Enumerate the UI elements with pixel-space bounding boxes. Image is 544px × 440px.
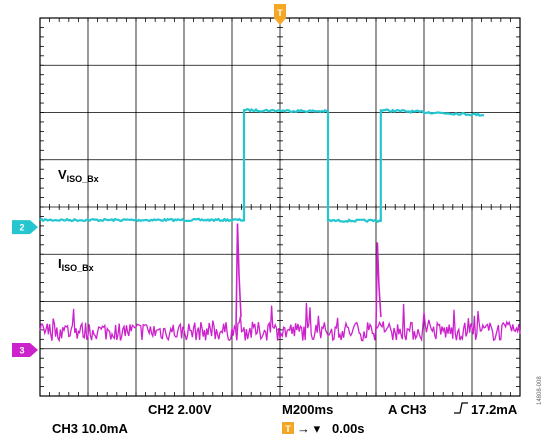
trace-layer [39, 108, 521, 343]
i-label-main: I [58, 256, 62, 271]
ch3-scale-readout: CH3 10.0mA [52, 421, 128, 436]
i-iso-bx-label: IISO_Bx [58, 256, 94, 273]
trigger-position-readout: 0.00s [332, 421, 365, 436]
rising-edge-icon [454, 402, 468, 414]
trigger-top-marker: T [274, 4, 286, 25]
trigger-level-readout: 17.2mA [471, 402, 518, 417]
side-caption: 14808-008 [537, 376, 543, 405]
graticule [39, 17, 521, 397]
v-iso-bx-label: VISO_Bx [58, 167, 99, 184]
ch2-marker: 2 [12, 220, 38, 235]
trigger-position-glyph: T [285, 424, 291, 434]
ch3-current-trace [39, 302, 521, 343]
v-label-main: V [58, 167, 67, 182]
trigger-top-marker-label: T [277, 8, 283, 18]
trigger-source-readout: A CH3 [388, 402, 427, 417]
right-arrow-icon: → ▾ [297, 421, 321, 436]
ch3-marker: 3 [12, 342, 38, 357]
ch3-current-spike [375, 242, 382, 332]
i-label-sub: ISO_Bx [62, 263, 94, 273]
trigger-position-icon: T [282, 422, 294, 434]
ch2-voltage-trace [39, 108, 485, 223]
timebase-readout: M200ms [282, 402, 333, 417]
ch3-current-spike [235, 223, 242, 332]
ch2-scale-readout: CH2 2.00V [148, 402, 212, 417]
v-label-sub: ISO_Bx [67, 174, 99, 184]
ch2-marker-label: 2 [19, 223, 24, 233]
ch3-marker-label: 3 [19, 345, 24, 355]
